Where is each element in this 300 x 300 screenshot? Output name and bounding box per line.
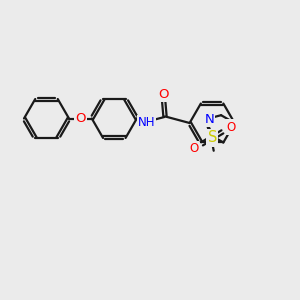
Text: S: S xyxy=(208,130,217,145)
Text: NH: NH xyxy=(138,116,155,129)
Text: O: O xyxy=(158,88,169,101)
Text: O: O xyxy=(75,112,86,125)
Text: O: O xyxy=(226,121,236,134)
Text: O: O xyxy=(189,142,198,155)
Text: N: N xyxy=(204,113,214,126)
